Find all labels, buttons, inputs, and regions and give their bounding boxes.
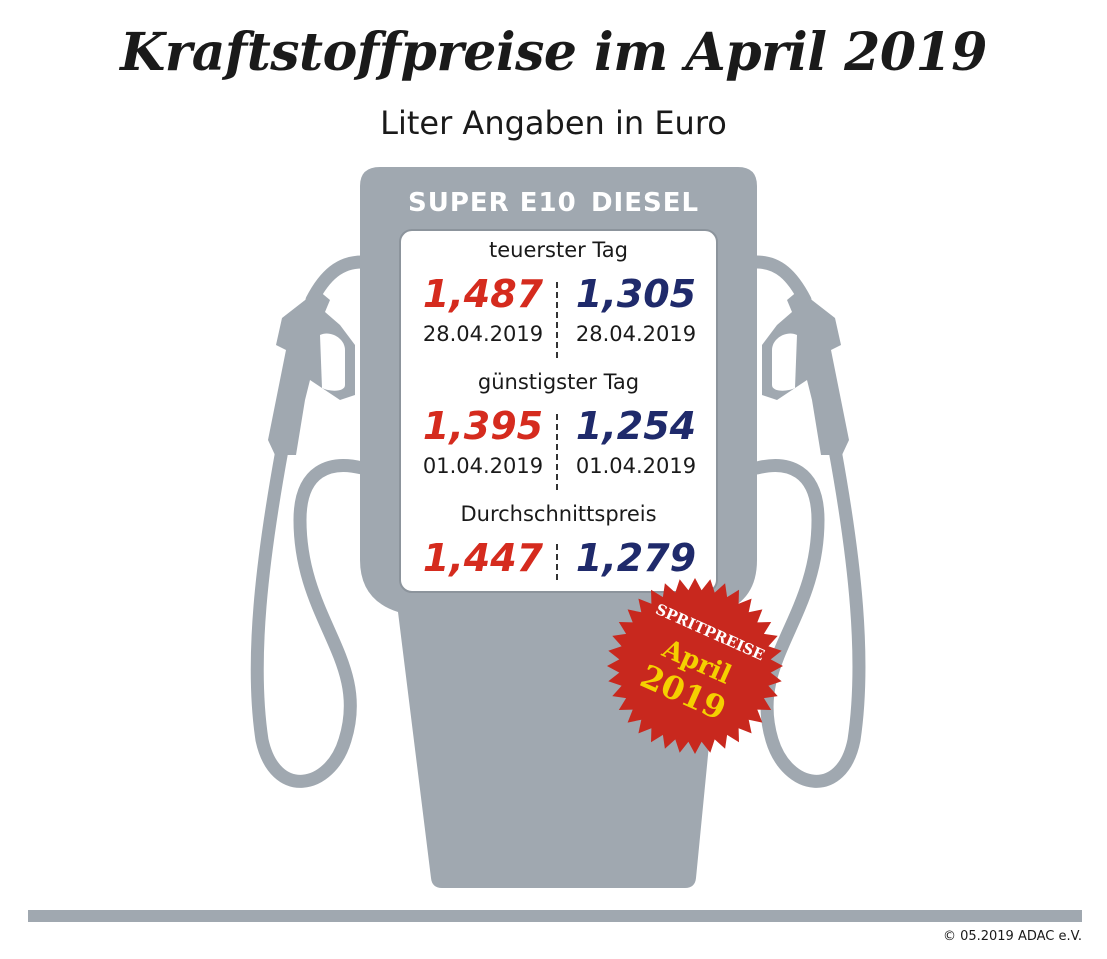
left-nozzle-icon xyxy=(268,290,355,455)
column-divider xyxy=(556,282,558,358)
subtitle: Liter Angaben in Euro xyxy=(380,104,727,142)
diesel-price: 1,305 xyxy=(575,272,697,316)
super-e10-date: 01.04.2019 xyxy=(422,454,544,478)
column-header-diesel: DIESEL xyxy=(590,188,700,218)
copyright: © 05.2019 ADAC e.V. xyxy=(942,929,1082,944)
left-hose-loop xyxy=(250,443,369,788)
column-header-super-e10: SUPER E10 xyxy=(408,188,577,218)
right-hose-loop xyxy=(750,443,866,788)
spritpreise-badge: SPRITPREISE April 2019 xyxy=(607,578,783,754)
right-nozzle-icon xyxy=(762,290,849,455)
super-e10-price: 1,395 xyxy=(422,404,544,448)
column-divider xyxy=(556,544,558,580)
page-title: Kraftstoffpreise im April 2019 xyxy=(120,22,987,83)
base-bar xyxy=(28,910,1082,922)
row-label-most-expensive: teuerster Tag xyxy=(489,238,628,262)
row-label-average: Durchschnittspreis xyxy=(460,502,657,526)
super-e10-price: 1,487 xyxy=(422,272,544,316)
price-panel xyxy=(399,229,718,593)
super-e10-date: 28.04.2019 xyxy=(422,322,544,346)
super-e10-price: 1,447 xyxy=(422,536,544,580)
column-divider xyxy=(556,414,558,490)
diesel-price: 1,279 xyxy=(575,536,697,580)
diesel-date: 28.04.2019 xyxy=(575,322,697,346)
diesel-date: 01.04.2019 xyxy=(575,454,697,478)
diesel-price: 1,254 xyxy=(575,404,697,448)
row-label-cheapest: günstigster Tag xyxy=(477,370,640,394)
